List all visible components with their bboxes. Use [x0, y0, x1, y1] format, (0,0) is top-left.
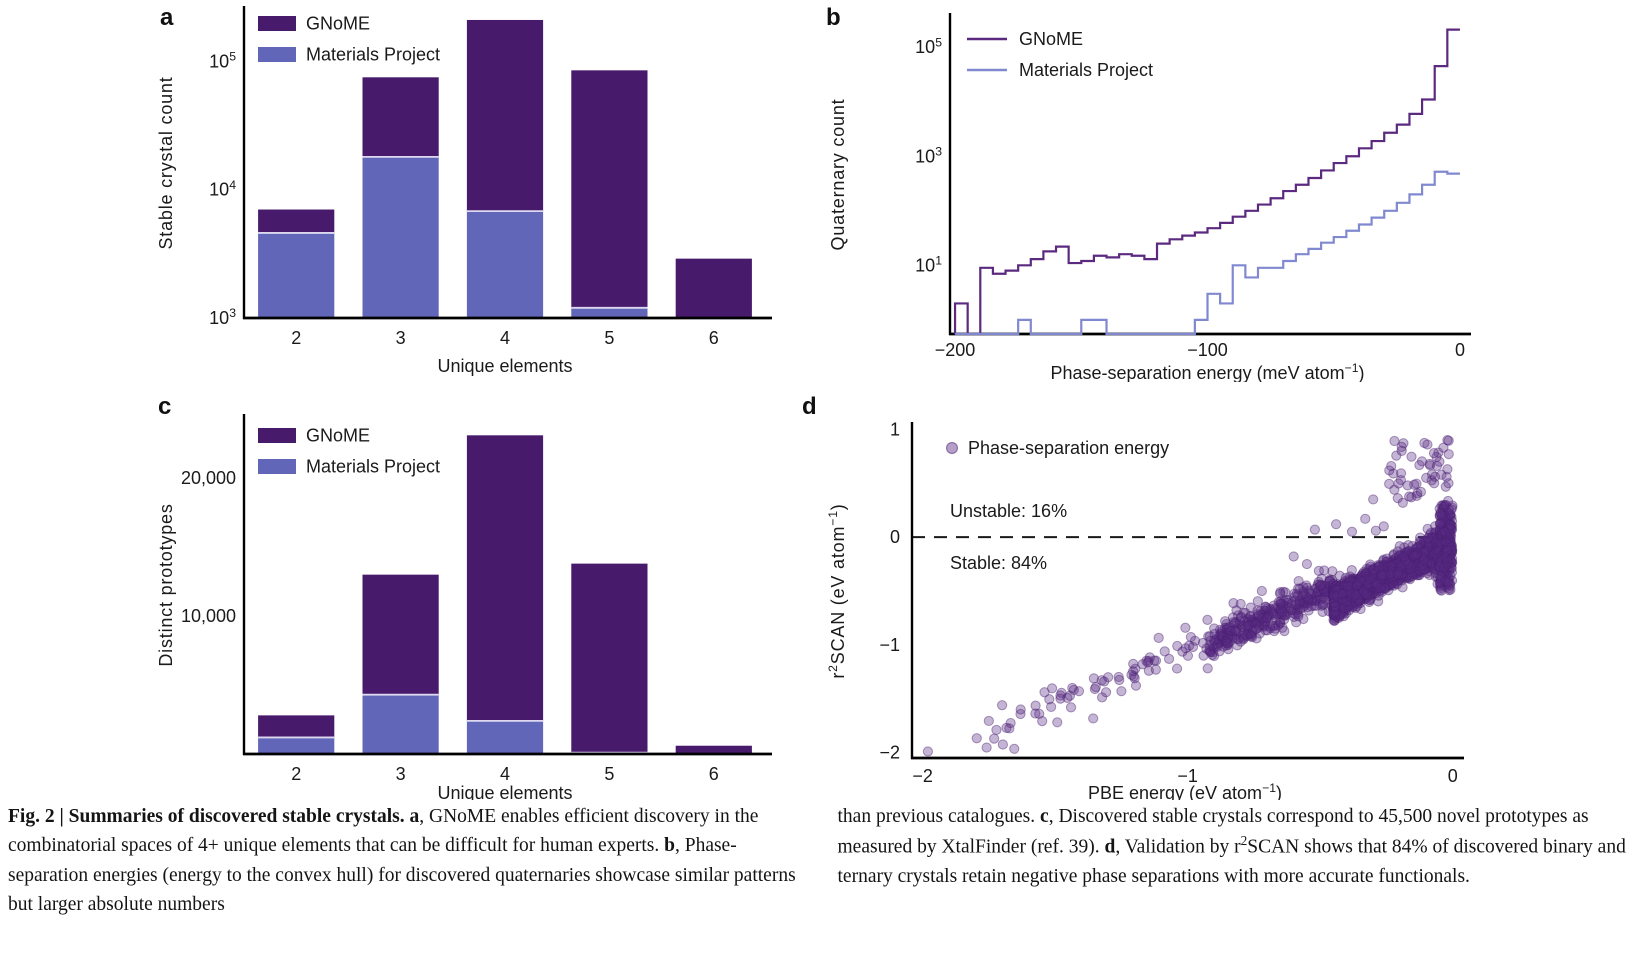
bar-segment-materials-project — [258, 737, 335, 754]
legend-swatch-gnome — [258, 16, 296, 31]
x-tick-label: 2 — [291, 328, 301, 348]
y-tick-label: 103 — [915, 144, 942, 166]
x-tick-label: 3 — [396, 764, 406, 784]
panel-c: 2 3 4 5 6 10,000 20,000 Unique elements Distinct… — [118, 390, 788, 800]
bars — [258, 19, 752, 318]
bar-segment-materials-project — [466, 211, 544, 318]
bars — [258, 435, 752, 754]
caption-right-column: than previous catalogues. c, Discovered … — [837, 806, 1626, 887]
y-tick-label: 105 — [209, 49, 236, 71]
bar-segment-materials-project — [258, 232, 335, 318]
bar-segment-gnome — [258, 209, 335, 233]
scatter-points — [922, 435, 1458, 757]
y-tick-label: 105 — [915, 35, 942, 57]
bar-segment-materials-project — [362, 694, 439, 754]
legend-label: GNoME — [1019, 29, 1083, 49]
panel-letter-a: a — [160, 4, 174, 31]
caption-left-column: Fig. 2 | Summaries of discovered stable … — [8, 806, 796, 915]
x-tick-label: 0 — [1455, 340, 1465, 360]
legend-label: GNoME — [306, 426, 370, 446]
y-tick-label: 20,000 — [181, 468, 236, 488]
x-tick-label: 5 — [604, 764, 614, 784]
bar-segment-gnome — [362, 77, 439, 157]
legend-label: Materials Project — [1019, 60, 1153, 80]
x-tick-label: −1 — [1177, 766, 1198, 786]
panel-b-chart: −200 −100 0 101 103 105 Phase-separation energ… — [828, 13, 1471, 382]
legend-label: GNoME — [306, 14, 370, 34]
x-tick-label: 4 — [500, 764, 510, 784]
x-tick-label: 3 — [396, 328, 406, 348]
panel-a-chart: 2 3 4 5 6 103 104 105 Unique elements Stable crys… — [156, 6, 772, 376]
panel-b: −200 −100 0 101 103 105 Phase-separation energ… — [798, 0, 1641, 382]
legend-swatch-materials-project — [258, 459, 296, 474]
y-tick-label: 1 — [890, 419, 900, 439]
panel-d-chart: −2 −1 0 1 0 −1 −2 PBE energy (eV atom−1) r2SCAN … — [826, 419, 1464, 800]
panel-a: 2 3 4 5 6 103 104 105 Unique elements Stable crys… — [118, 0, 788, 382]
annotation-unstable: Unstable: 16% — [950, 501, 1067, 521]
legend-marker-phase-separation-energy — [945, 441, 959, 455]
annotation-stable: Stable: 84% — [950, 553, 1047, 573]
y-axis-label: Quaternary count — [828, 99, 848, 251]
bar-segment-materials-project — [571, 307, 648, 318]
figure-caption: Fig. 2 | Summaries of discovered stable … — [8, 802, 1633, 919]
bar-segment-gnome — [466, 19, 544, 212]
panel-letter-c: c — [158, 393, 172, 420]
bar-segment-gnome — [571, 70, 648, 308]
bar-segment-gnome — [675, 258, 752, 318]
y-axis-label: Distinct prototypes — [156, 503, 176, 666]
bar-segment-gnome — [571, 563, 648, 753]
bar-segment-materials-project — [362, 156, 439, 318]
x-tick-label: −200 — [935, 340, 976, 360]
x-tick-label: 5 — [604, 328, 614, 348]
panel-d: −2 −1 0 1 0 −1 −2 PBE energy (eV atom−1) r2SCAN … — [798, 390, 1641, 800]
y-tick-label: −2 — [879, 743, 900, 763]
step-curve-materials-project — [955, 170, 1460, 336]
legend-swatch-gnome — [258, 428, 296, 443]
x-axis-label: PBE energy (eV atom−1) — [1088, 781, 1282, 800]
y-tick-label: 104 — [209, 178, 236, 200]
y-tick-label: 10,000 — [181, 606, 236, 626]
x-tick-label: 6 — [709, 764, 719, 784]
x-tick-label: 6 — [709, 328, 719, 348]
legend-label: Phase-separation energy — [968, 438, 1169, 458]
x-axis-label: Phase-separation energy (meV atom−1) — [1050, 361, 1364, 382]
legend-label: Materials Project — [306, 457, 440, 477]
x-axis-label: Unique elements — [437, 783, 572, 800]
bar-segment-gnome — [362, 574, 439, 695]
x-tick-label: 2 — [291, 764, 301, 784]
x-tick-label: −100 — [1187, 340, 1228, 360]
x-tick-label: 0 — [1448, 766, 1458, 786]
y-tick-label: 0 — [890, 527, 900, 547]
bar-segment-gnome — [258, 715, 335, 738]
x-tick-label: −2 — [912, 766, 933, 786]
panel-c-chart: 2 3 4 5 6 10,000 20,000 Unique elements Distinct… — [156, 414, 772, 800]
panel-letter-d: d — [802, 393, 817, 420]
legend-label: Materials Project — [306, 45, 440, 65]
panel-letter-b: b — [826, 4, 841, 31]
bar-segment-gnome — [675, 745, 752, 754]
y-tick-label: 101 — [915, 253, 942, 275]
y-tick-label: 103 — [209, 306, 236, 328]
legend-swatch-materials-project — [258, 47, 296, 62]
x-tick-label: 4 — [500, 328, 510, 348]
step-curve-gnome — [953, 28, 1460, 336]
bar-segment-materials-project — [466, 720, 544, 754]
x-axis-label: Unique elements — [437, 356, 572, 376]
y-axis-label: r2SCAN (eV atom−1) — [826, 503, 848, 678]
y-axis-label: Stable crystal count — [156, 76, 176, 249]
y-tick-label: −1 — [879, 635, 900, 655]
bar-segment-gnome — [466, 435, 544, 721]
